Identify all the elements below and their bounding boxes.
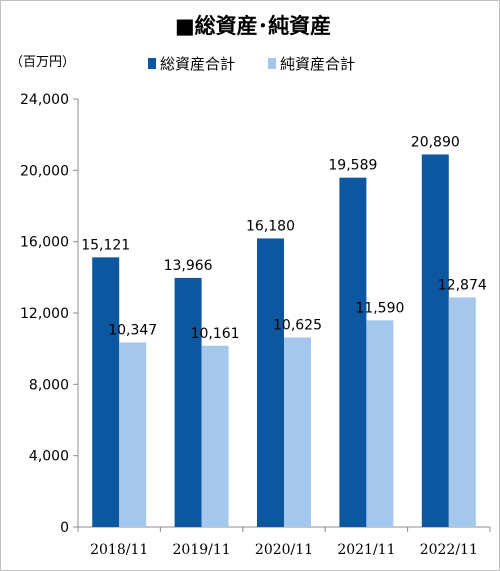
data-label-total-assets: 13,966 [164,258,213,274]
value-labels: 15,121 10,347 13,966 10,161 16,180 10,625 19,5… [81,134,487,341]
y-tick-label: 16,000 [20,235,69,251]
y-tick-label: 0 [60,520,69,536]
y-tick-label: 8,000 [29,377,69,393]
x-tick-label: 2021/11 [337,542,395,558]
bar-total-assets [421,154,449,527]
y-tick-label: 4,000 [29,449,69,465]
legend-swatch-net-assets [268,58,276,69]
x-tick-label: 2018/11 [90,542,148,558]
bar-total-assets [174,277,202,527]
bar-net-assets [201,345,229,527]
data-label-total-assets: 16,180 [246,218,295,234]
y-tick-label: 24,000 [20,92,69,108]
bar-total-assets [257,238,284,527]
data-label-total-assets: 20,890 [411,134,460,150]
bar-net-assets [366,320,394,527]
data-label-total-assets: 19,589 [328,158,377,174]
bar-net-assets [119,342,147,527]
y-axis: 0 4,000 8,000 12,000 16,000 20,000 24,000 [20,92,79,536]
x-tick-label: 2020/11 [255,542,313,558]
bar-net-assets [284,337,311,527]
unit-label: （百万円） [10,55,75,70]
legend-label-total-assets: 総資産合計 [160,55,235,73]
legend-label-net-assets: 純資産合計 [280,55,355,73]
data-label-net-assets: 10,625 [273,318,322,334]
bar-net-assets [448,297,476,527]
data-label-net-assets: 10,347 [108,322,157,338]
data-label-net-assets: 10,161 [191,326,240,342]
x-axis: 2018/11 2019/11 2020/11 2021/11 2022/11 [77,526,491,558]
bar-total-assets [339,177,367,527]
y-tick-label: 12,000 [20,306,69,322]
chart-title: ■総資産･純資産 [175,14,331,38]
legend: 総資産合計 純資産合計 [148,55,355,73]
y-tick-label: 20,000 [20,163,69,179]
x-tick-label: 2019/11 [173,542,231,558]
data-label-net-assets: 11,590 [355,300,404,316]
x-tick-label: 2022/11 [420,542,478,558]
bar-total-assets [92,257,120,527]
bars [92,154,476,527]
legend-swatch-total-assets [148,58,156,69]
data-label-total-assets: 15,121 [81,237,130,253]
data-label-net-assets: 12,874 [438,277,487,293]
